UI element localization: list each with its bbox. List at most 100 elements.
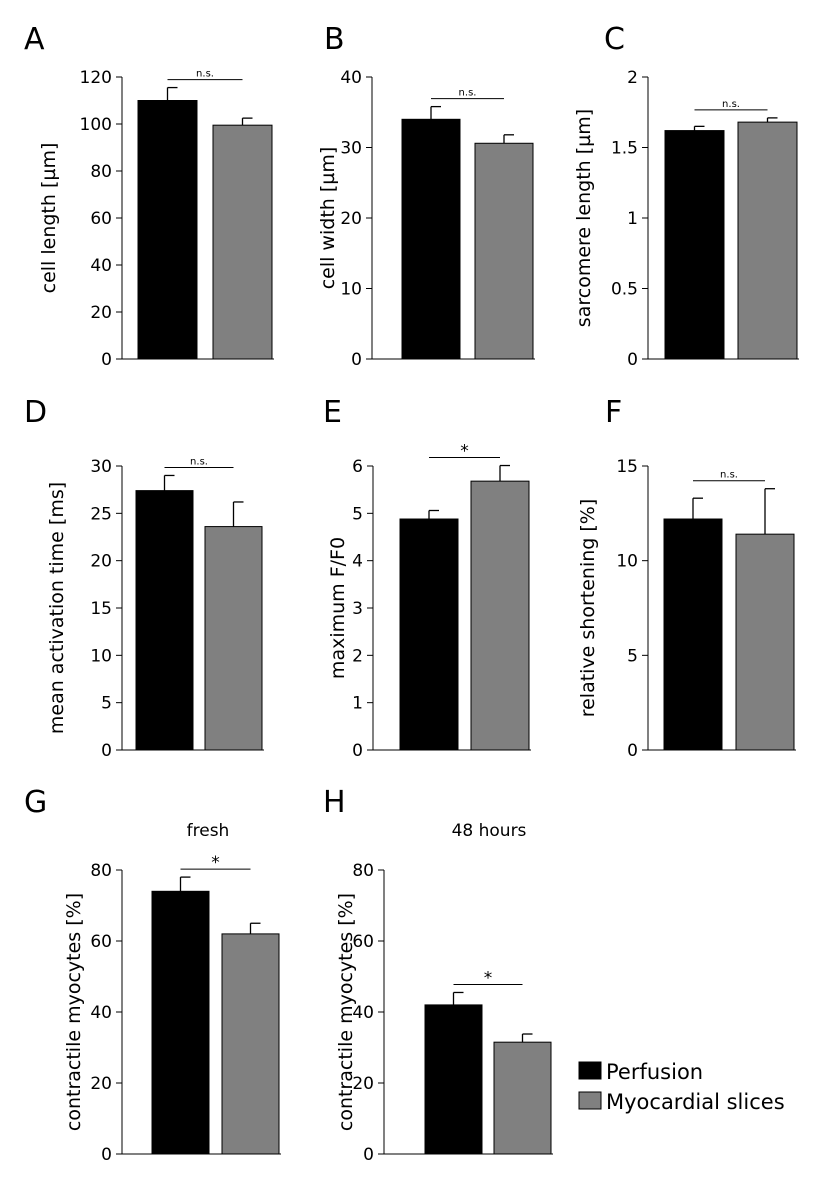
y-tick-label-g-3: 60 — [90, 932, 112, 952]
chart-panel-f: F 0 5 10 15 relative shortening [%] n.s. — [577, 395, 796, 761]
significance-label-g: * — [211, 853, 220, 873]
bar-b-perfusion — [401, 118, 461, 360]
y-tick-label-g-4: 80 — [90, 861, 112, 881]
y-tick-label-c-2: 1 — [627, 209, 638, 229]
y-tick-label-a-4: 80 — [90, 162, 112, 182]
y-axis-label-c: sarcomere length [µm] — [573, 109, 595, 327]
y-tick-label-d-4: 20 — [90, 552, 112, 572]
y-tick-label-f-1: 5 — [627, 646, 638, 666]
legend-swatch-myocardial-slices — [578, 1091, 602, 1110]
y-tick-label-d-3: 15 — [90, 599, 112, 619]
chart-subtitle-h: 48 hours — [452, 821, 527, 841]
y-tick-label-h-0: 0 — [363, 1145, 374, 1165]
bar-g-perfusion — [151, 890, 210, 1155]
bar-c-perfusion — [664, 130, 725, 360]
y-tick-label-d-0: 0 — [101, 741, 112, 761]
y-axis-label-g: contractile myocytes [%] — [63, 893, 85, 1131]
chart-panel-d: D 0 5 10 15 20 25 30 mean activation time [ms] n.… — [24, 395, 264, 761]
y-tick-label-f-3: 15 — [616, 457, 638, 477]
significance-label-c: n.s. — [722, 99, 740, 110]
y-tick-label-a-5: 100 — [80, 115, 112, 135]
y-tick-label-c-4: 2 — [627, 68, 638, 88]
bar-d-myocardial-slices — [204, 526, 263, 751]
chart-panel-a: A 0 20 40 60 80 100 120 cell length [µm] n.s. — [24, 22, 274, 370]
bar-f-perfusion — [663, 518, 723, 751]
bar-h-perfusion — [424, 1004, 483, 1155]
panel-letter-b: B — [324, 22, 345, 57]
y-tick-label-c-3: 1.5 — [611, 139, 638, 159]
chart-panel-c: C 0 0.5 1 1.5 2 sarcomere length [µm] n.s. — [573, 22, 799, 370]
panel-letter-a: A — [24, 22, 45, 57]
legend-label-myocardial-slices: Myocardial slices — [606, 1090, 785, 1114]
y-tick-label-e-5: 5 — [352, 504, 363, 524]
y-tick-label-e-1: 1 — [352, 694, 363, 714]
y-tick-label-b-0: 0 — [351, 350, 362, 370]
bar-h-myocardial-slices — [493, 1041, 552, 1155]
y-tick-label-g-0: 0 — [101, 1145, 112, 1165]
bar-b-myocardial-slices — [474, 142, 534, 360]
legend-swatch-perfusion — [578, 1061, 602, 1080]
panel-letter-g: G — [24, 785, 47, 820]
significance-label-f: n.s. — [720, 470, 738, 481]
y-tick-label-a-6: 120 — [80, 68, 112, 88]
significance-label-b: n.s. — [459, 88, 477, 99]
y-tick-label-h-4: 80 — [352, 861, 374, 881]
y-axis-label-e: maximum F/F0 — [327, 537, 349, 679]
y-axis-label-b: cell width [µm] — [317, 147, 339, 290]
y-tick-label-a-1: 20 — [90, 303, 112, 323]
bar-c-myocardial-slices — [737, 121, 798, 360]
panel-letter-h: H — [323, 785, 346, 820]
chart-panel-e: E 0 1 2 3 4 5 6 maximum F/F0 * — [323, 395, 531, 761]
significance-label-h: * — [484, 968, 493, 988]
y-axis-label-f: relative shortening [%] — [577, 499, 599, 718]
y-tick-label-e-6: 6 — [352, 457, 363, 477]
chart-panel-h: H 48 hours 0 20 40 60 80 contractile myocytes [… — [323, 785, 553, 1165]
y-tick-label-c-0: 0 — [627, 350, 638, 370]
panel-letter-d: D — [24, 395, 47, 430]
y-tick-label-g-2: 40 — [90, 1003, 112, 1023]
y-tick-label-f-0: 0 — [627, 741, 638, 761]
legend-label-perfusion: Perfusion — [606, 1060, 703, 1084]
bar-e-perfusion — [399, 518, 459, 751]
y-tick-label-e-0: 0 — [352, 741, 363, 761]
panel-letter-e: E — [323, 395, 342, 430]
y-tick-label-a-0: 0 — [101, 350, 112, 370]
significance-label-d: n.s. — [190, 456, 208, 467]
y-tick-label-a-2: 40 — [90, 256, 112, 276]
y-tick-label-e-3: 3 — [352, 599, 363, 619]
y-tick-label-b-4: 40 — [340, 68, 362, 88]
bar-e-myocardial-slices — [470, 480, 530, 751]
bar-g-myocardial-slices — [221, 933, 280, 1155]
y-axis-label-a: cell length [µm] — [38, 143, 60, 294]
y-tick-label-e-2: 2 — [352, 646, 363, 666]
panel-letter-c: C — [604, 22, 625, 57]
legend: Perfusion Myocardial slices — [578, 1060, 785, 1114]
chart-panel-b: B 0 10 20 30 40 cell width [µm] n.s. — [317, 22, 535, 370]
bar-a-perfusion — [137, 100, 198, 360]
y-tick-label-d-2: 10 — [90, 646, 112, 666]
chart-subtitle-g: fresh — [187, 821, 230, 841]
y-tick-label-e-4: 4 — [352, 552, 363, 572]
y-tick-label-f-2: 10 — [616, 552, 638, 572]
y-tick-label-b-2: 20 — [340, 209, 362, 229]
y-tick-label-a-3: 60 — [90, 209, 112, 229]
y-tick-label-d-1: 5 — [101, 694, 112, 714]
y-tick-label-d-6: 30 — [90, 457, 112, 477]
y-tick-label-h-3: 60 — [352, 932, 374, 952]
bar-a-myocardial-slices — [212, 124, 273, 360]
y-tick-label-b-1: 10 — [340, 280, 362, 300]
bar-d-perfusion — [135, 490, 194, 751]
significance-label-e: * — [460, 442, 469, 462]
y-tick-label-d-5: 25 — [90, 504, 112, 524]
panel-letter-f: F — [605, 395, 622, 430]
y-tick-label-c-1: 0.5 — [611, 280, 638, 300]
significance-label-a: n.s. — [196, 69, 214, 80]
y-axis-label-h: contractile myocytes [%] — [335, 893, 357, 1131]
y-axis-label-d: mean activation time [ms] — [46, 482, 68, 734]
y-tick-label-h-2: 40 — [352, 1003, 374, 1023]
y-tick-label-b-3: 30 — [340, 139, 362, 159]
y-tick-label-g-1: 20 — [90, 1074, 112, 1094]
